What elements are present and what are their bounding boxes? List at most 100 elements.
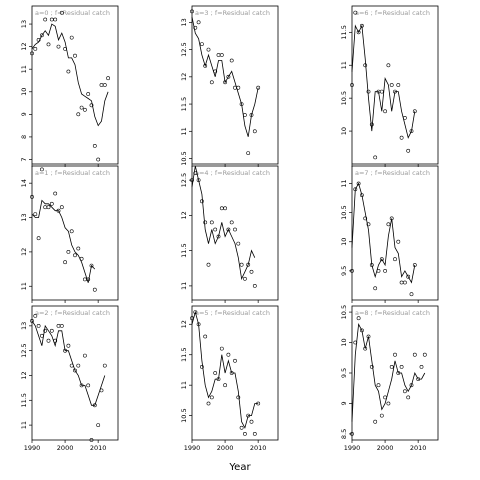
- panel-strip-label: a=5 ; f=Residual catch: [195, 309, 270, 317]
- y-tick-label: 14: [20, 179, 28, 187]
- data-point: [76, 363, 81, 368]
- data-point: [376, 383, 381, 388]
- data-point: [196, 178, 201, 183]
- data-point: [356, 316, 361, 321]
- data-point: [102, 363, 107, 368]
- data-point: [236, 241, 241, 246]
- data-point: [89, 103, 94, 108]
- data-point: [43, 328, 48, 333]
- y-tick-label: 10: [340, 127, 348, 135]
- data-point: [89, 438, 94, 442]
- panel-frame: [31, 165, 119, 301]
- data-point: [206, 262, 211, 267]
- data-point: [393, 352, 397, 357]
- panel-strip-label: a=4 ; f=Residual catch: [195, 169, 270, 177]
- data-point: [206, 401, 211, 406]
- data-point: [233, 358, 237, 363]
- data-point: [73, 368, 77, 373]
- data-point: [53, 338, 58, 343]
- panel-8: a=5 ; f=Residual catch 10.5 11 11.5 12 1990 20…: [180, 305, 279, 452]
- data-point: [106, 76, 111, 81]
- x-tick-label: 2000: [377, 444, 394, 452]
- data-point: [216, 234, 221, 239]
- panel-frame: [191, 305, 279, 441]
- data-point: [56, 44, 61, 49]
- y-tick-label: 9.5: [340, 266, 348, 276]
- data-point: [43, 17, 48, 22]
- data-point: [256, 401, 261, 406]
- data-point: [252, 129, 257, 134]
- y-tick-label: 10.5: [180, 408, 188, 422]
- data-point: [350, 268, 354, 273]
- data-point: [229, 220, 234, 225]
- data-point: [396, 371, 401, 375]
- data-point: [402, 280, 407, 285]
- data-point: [412, 109, 417, 114]
- data-point: [69, 35, 74, 40]
- data-point: [399, 135, 404, 140]
- data-point: [193, 310, 198, 315]
- y-tick-label: 11: [340, 61, 348, 69]
- data-point: [359, 193, 364, 198]
- data-point: [36, 323, 41, 328]
- data-point: [409, 129, 414, 134]
- data-point: [40, 167, 44, 172]
- data-point: [396, 239, 401, 244]
- data-point: [366, 222, 371, 227]
- panel-strip-label: a=3 ; f=Residual catch: [195, 9, 270, 17]
- data-point: [379, 89, 384, 94]
- data-point: [92, 403, 97, 408]
- data-point: [359, 23, 364, 28]
- data-point: [233, 85, 237, 90]
- fit-line: [351, 24, 416, 139]
- data-point: [73, 53, 77, 58]
- data-point: [246, 151, 251, 156]
- data-point: [406, 395, 411, 400]
- data-point: [383, 268, 388, 273]
- y-tick-label: 11.5: [340, 25, 348, 39]
- y-tick-label: 12: [20, 42, 28, 50]
- panel-strip-label: a=6 ; f=Residual catch: [355, 9, 430, 17]
- data-point: [219, 206, 224, 211]
- data-point: [353, 340, 358, 345]
- data-point: [242, 431, 247, 436]
- data-point: [242, 113, 247, 117]
- data-point: [412, 263, 417, 267]
- data-point: [203, 64, 208, 68]
- data-point: [402, 389, 407, 394]
- y-tick-label: 12.5: [20, 343, 28, 357]
- data-point: [409, 292, 414, 297]
- data-point: [96, 423, 101, 428]
- data-point: [213, 69, 218, 74]
- data-point: [56, 208, 61, 213]
- panel-6: a=7 ; f=Residual catch 9.5 10 10.5 11: [340, 165, 439, 303]
- data-point: [373, 419, 378, 424]
- data-point: [399, 364, 404, 369]
- data-point: [216, 377, 221, 382]
- data-point: [203, 334, 208, 339]
- data-point: [83, 277, 87, 282]
- data-point: [422, 352, 427, 357]
- data-point: [199, 199, 204, 204]
- data-point: [59, 10, 64, 15]
- y-tick-label: 12.5: [180, 173, 188, 187]
- fit-line: [31, 23, 109, 127]
- data-point: [236, 85, 241, 90]
- data-point: [63, 348, 68, 353]
- data-point: [99, 83, 104, 87]
- data-point: [76, 112, 81, 117]
- x-tick-label: 2000: [217, 444, 234, 452]
- data-point: [46, 42, 51, 47]
- data-point: [209, 80, 214, 85]
- data-point: [79, 256, 84, 261]
- panel-frame: [191, 5, 279, 165]
- y-tick-label: 13: [20, 322, 28, 330]
- fit-line: [191, 310, 259, 429]
- data-point: [389, 216, 394, 221]
- x-tick-label: 2000: [57, 444, 74, 452]
- data-point: [252, 283, 257, 288]
- data-point: [56, 323, 61, 328]
- data-point: [36, 236, 41, 241]
- panel-9: a=8 ; f=Residual catch 8.5 9 9.5 10 10.5 1990 2…: [340, 305, 439, 452]
